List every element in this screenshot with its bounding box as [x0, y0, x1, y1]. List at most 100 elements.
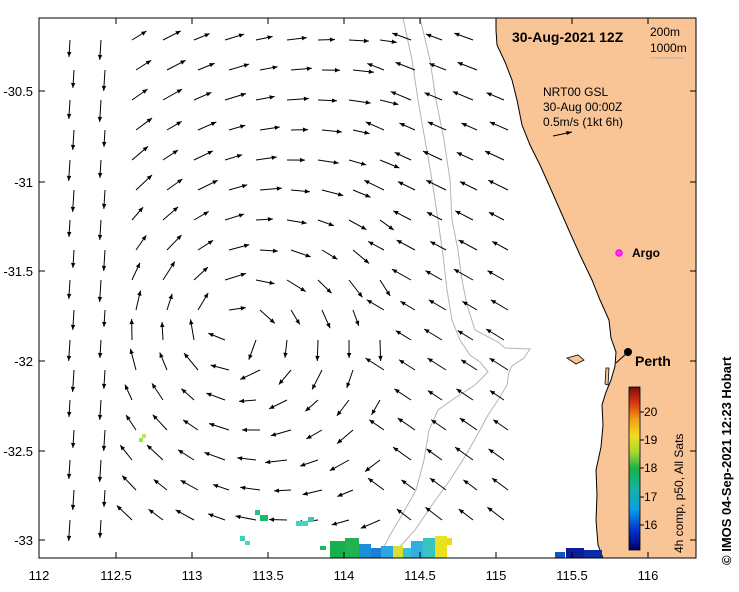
current-arrowhead — [153, 479, 159, 485]
current-arrowhead — [101, 203, 107, 209]
current-arrowhead — [272, 248, 278, 254]
x-tick-label: 116 — [638, 568, 659, 583]
current-arrowhead — [269, 280, 275, 285]
current-arrowhead — [394, 388, 400, 394]
y-axis-labels: -30.5 -31 -31.5 -32 -32.5 -33 — [3, 84, 33, 548]
current-arrowhead — [429, 478, 436, 483]
current-arrowhead — [70, 82, 76, 88]
current-arrowhead — [337, 492, 343, 497]
current-arrowhead — [426, 180, 432, 185]
current-arrowhead — [367, 478, 374, 483]
current-arrowhead — [126, 415, 131, 421]
current-arrowhead — [70, 324, 76, 330]
current-arrowhead — [101, 265, 107, 271]
current-arrowhead — [176, 121, 182, 126]
current-arrowhead — [240, 375, 246, 380]
current-arrowhead — [364, 130, 370, 135]
current-arrowhead — [337, 438, 343, 444]
current-arrowhead — [329, 466, 336, 471]
current-arrowhead — [426, 448, 432, 454]
current-arrowhead — [337, 192, 344, 197]
x-axis-labels: 112 112.5 113 113.5 114 114.5 115 115.5 … — [29, 568, 659, 583]
colorbar-tick-label: 20 — [644, 405, 658, 419]
current-arrowhead — [203, 211, 209, 216]
current-arrowhead — [401, 479, 407, 485]
current-arrowhead — [270, 432, 277, 437]
current-arrowhead — [101, 383, 107, 389]
current-arrowhead — [306, 66, 312, 71]
current-arrowhead — [97, 54, 103, 60]
current-arrowhead — [304, 189, 310, 194]
current-arrowhead — [378, 355, 383, 361]
current-arrowhead — [399, 123, 405, 128]
current-arrowhead — [204, 33, 210, 38]
bathy-200m-contour — [389, 17, 531, 559]
current-arrowhead — [426, 212, 433, 217]
current-arrowhead — [151, 383, 157, 389]
current-arrowhead — [183, 419, 189, 425]
current-arrowhead — [239, 124, 246, 129]
argo-label: Argo — [632, 246, 660, 260]
current-arrowhead — [394, 152, 401, 157]
current-arrowhead — [391, 269, 398, 274]
current-arrowhead — [334, 67, 340, 73]
current-arrowhead — [331, 98, 337, 103]
argo-marker[interactable] — [615, 249, 623, 257]
current-arrowhead — [205, 92, 212, 97]
current-legend-line2: 30-Aug 00:00Z — [543, 100, 622, 114]
current-arrowhead — [267, 217, 273, 222]
current-arrowhead — [456, 152, 463, 157]
current-arrowhead — [159, 352, 164, 358]
current-arrowhead — [365, 121, 372, 126]
current-arrowhead — [490, 299, 497, 305]
current-arrowhead — [204, 452, 210, 457]
current-arrowhead — [212, 484, 219, 489]
current-arrowhead — [274, 125, 280, 130]
current-arrowhead — [346, 382, 351, 388]
current-arrowhead — [422, 151, 429, 156]
bathy-1000m-contour — [377, 17, 489, 559]
current-arrowhead — [385, 290, 391, 297]
colorbar-tick-label: 19 — [644, 433, 658, 447]
current-arrowhead — [333, 160, 339, 165]
current-arrowhead — [283, 352, 288, 358]
current-arrowhead — [170, 261, 175, 267]
perth-pointer — [615, 351, 629, 364]
current-arrowhead — [457, 62, 463, 67]
current-arrowhead — [487, 507, 493, 513]
current-arrowhead — [97, 352, 103, 358]
current-arrowhead — [486, 328, 492, 334]
current-arrowhead — [346, 352, 352, 358]
current-arrowhead — [397, 418, 404, 423]
current-arrowhead — [146, 444, 153, 451]
current-arrowhead — [142, 146, 148, 152]
y-tick-label: -33 — [14, 533, 33, 548]
current-arrowhead — [395, 330, 402, 336]
current-arrowhead — [457, 330, 464, 336]
current-arrowhead — [488, 180, 494, 185]
garden-island — [604, 367, 610, 386]
x-tick-label: 114 — [334, 568, 355, 583]
current-legend-arrowhead — [566, 131, 572, 135]
current-arrowhead — [429, 63, 435, 68]
current-arrowhead — [146, 174, 153, 180]
current-arrowhead — [97, 532, 103, 538]
current-arrowhead — [271, 155, 277, 160]
x-tick-label: 115 — [486, 568, 507, 583]
sst-colorbar — [628, 386, 641, 551]
current-arrowhead — [176, 234, 182, 241]
current-arrowhead — [459, 418, 466, 423]
current-arrowhead — [208, 513, 214, 518]
current-arrowhead — [120, 445, 126, 451]
current-arrowhead — [265, 459, 271, 465]
current-arrowhead — [67, 411, 72, 417]
current-arrowhead — [360, 161, 367, 166]
current-arrowhead — [396, 240, 403, 245]
current-arrowhead — [66, 355, 72, 361]
current-arrowhead — [305, 406, 311, 412]
colorbar-tick-label: 18 — [644, 461, 658, 475]
current-arrowhead — [371, 409, 376, 415]
current-arrowhead — [101, 85, 107, 91]
map-frame — [38, 17, 697, 559]
current-arrowhead — [489, 358, 495, 363]
